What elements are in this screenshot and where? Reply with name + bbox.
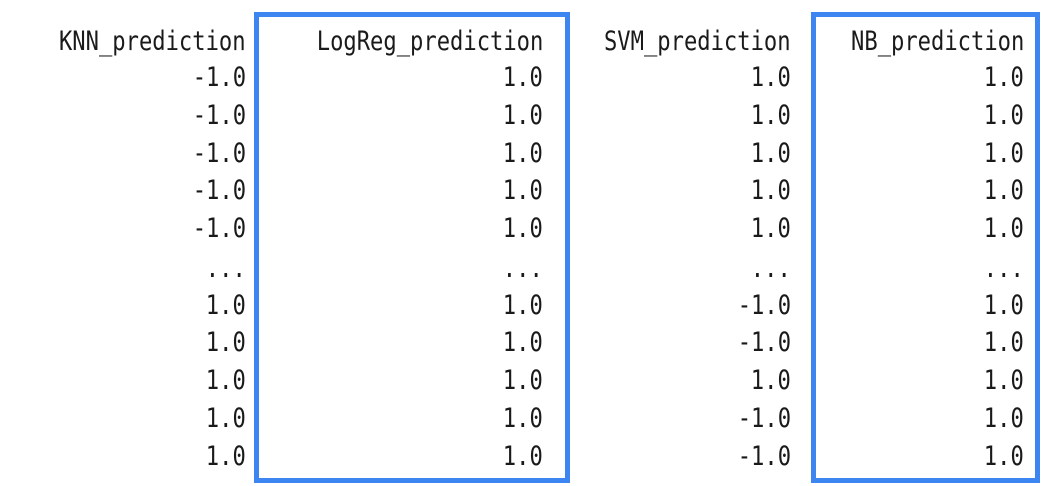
table-cell: 1.0: [502, 175, 543, 206]
table-cell: 1.0: [983, 213, 1024, 244]
table-cell: -1.0: [192, 213, 246, 244]
table-cell: 1.0: [502, 441, 543, 472]
table-cell: 1.0: [983, 403, 1024, 434]
table-cell: 1.0: [983, 138, 1024, 169]
table-cell-ellipsis: ...: [205, 253, 246, 284]
table-cell: 1.0: [502, 138, 543, 169]
table-cell: 1.0: [205, 327, 246, 358]
table-cell: 1.0: [983, 365, 1024, 396]
highlight-box-nb: [811, 12, 1040, 483]
table-cell: -1.0: [192, 175, 246, 206]
table-cell: 1.0: [983, 290, 1024, 321]
column-logreg: LogReg_prediction 1.0 1.0 1.0 1.0 1.0 ..…: [316, 26, 543, 472]
column-header-nb: NB_prediction: [850, 26, 1024, 57]
table-cell: -1.0: [192, 138, 246, 169]
table-cell: 1.0: [502, 327, 543, 358]
table-cell: 1.0: [983, 175, 1024, 206]
table-cell-ellipsis: ...: [502, 253, 543, 284]
table-cell: 1.0: [750, 62, 791, 93]
column-knn: KNN_prediction -1.0 -1.0 -1.0 -1.0 -1.0 …: [0, 0, 246, 486]
table-cell: -1.0: [192, 62, 246, 93]
table-cell: 1.0: [983, 441, 1024, 472]
column-nb: NB_prediction 1.0 1.0 1.0 1.0 1.0 ... 1.…: [850, 26, 1024, 472]
table-cell: 1.0: [205, 441, 246, 472]
table-cell: -1.0: [737, 441, 791, 472]
table-cell: -1.0: [737, 290, 791, 321]
table-cell: 1.0: [750, 138, 791, 169]
table-cell: 1.0: [205, 365, 246, 396]
column-header-logreg: LogReg_prediction: [316, 26, 543, 57]
table-cell: 1.0: [750, 175, 791, 206]
table-cell: -1.0: [737, 327, 791, 358]
table-cell: 1.0: [983, 327, 1024, 358]
table-cell: 1.0: [983, 62, 1024, 93]
table-cell: 1.0: [205, 403, 246, 434]
table-cell: 1.0: [750, 100, 791, 131]
column-header-svm: SVM_prediction: [604, 26, 791, 57]
column-svm: SVM_prediction 1.0 1.0 1.0 1.0 1.0 ... -…: [604, 26, 791, 472]
table-cell-ellipsis: ...: [983, 253, 1024, 284]
table-cell: 1.0: [502, 62, 543, 93]
column-header-knn: KNN_prediction: [59, 26, 246, 57]
table-cell: 1.0: [502, 213, 543, 244]
table-cell: 1.0: [502, 365, 543, 396]
table-cell: 1.0: [983, 100, 1024, 131]
table-cell: 1.0: [502, 403, 543, 434]
table-cell: 1.0: [750, 365, 791, 396]
highlight-box-logreg: [254, 12, 570, 483]
table-cell: -1.0: [192, 100, 246, 131]
table-cell: 1.0: [205, 290, 246, 321]
table-cell: 1.0: [750, 213, 791, 244]
table-cell: 1.0: [502, 290, 543, 321]
table-cell-ellipsis: ...: [750, 253, 791, 284]
table-cell: -1.0: [737, 403, 791, 434]
table-cell: 1.0: [502, 100, 543, 131]
